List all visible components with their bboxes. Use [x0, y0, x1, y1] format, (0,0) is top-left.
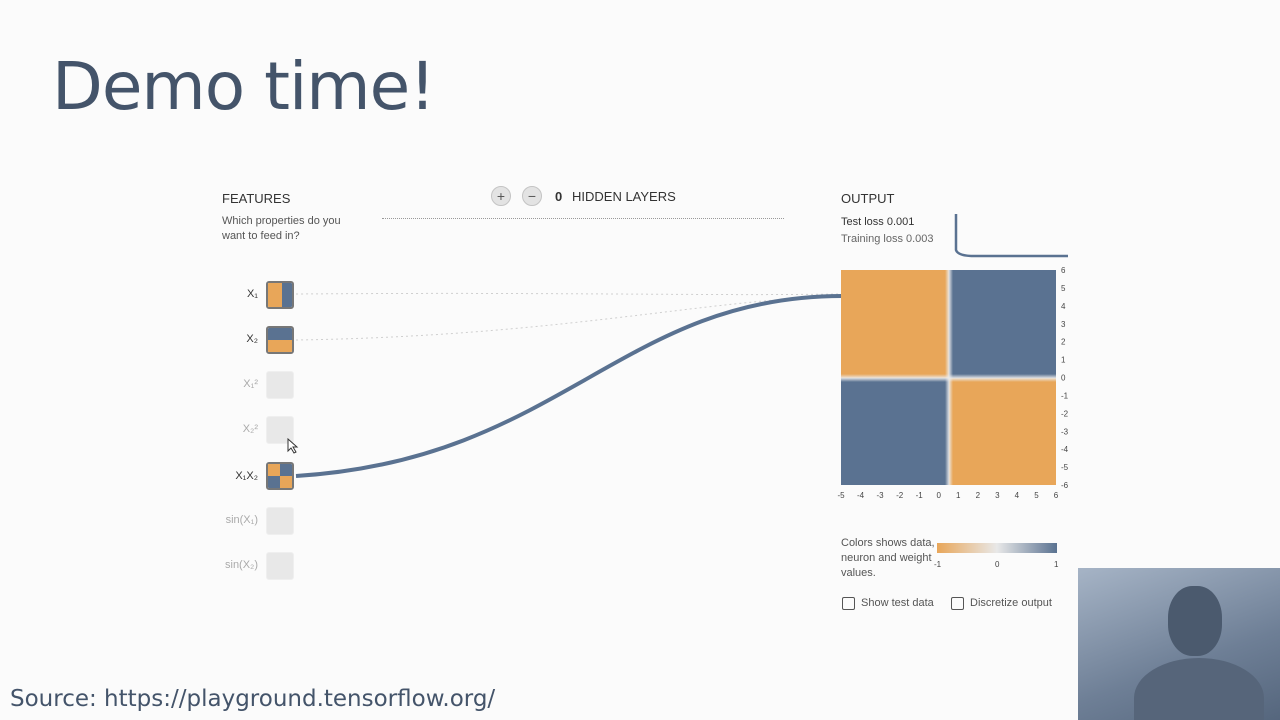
feature-label-sin-x1: sin(X₁) [225, 514, 258, 526]
quadrant-bottom-left [841, 378, 949, 485]
remove-layer-button[interactable]: − [522, 186, 542, 206]
presenter-torso [1134, 658, 1264, 720]
feature-x2-squared[interactable] [266, 416, 294, 444]
boundary-horizontal [841, 374, 1056, 382]
y-tick-label: 1 [1061, 356, 1066, 365]
webcam-video [1078, 568, 1280, 720]
weight-link-x1[interactable] [295, 292, 843, 296]
y-tick-label: -3 [1061, 427, 1069, 436]
y-tick-label: 5 [1061, 284, 1066, 293]
feature-label-x1-squared: X₁² [243, 378, 258, 390]
add-layer-button[interactable]: + [491, 186, 511, 206]
x-tick-label: 0 [937, 491, 942, 500]
test-loss: Test loss 0.001 [841, 216, 915, 228]
quadrant-bottom-right [949, 378, 1056, 485]
y-tick-label: 6 [1061, 266, 1066, 275]
hidden-layer-count: 0 [555, 189, 563, 204]
discretize-output-label[interactable]: Discretize output [970, 597, 1052, 609]
output-title: OUTPUT [841, 191, 895, 206]
weight-link-x1x2[interactable] [295, 294, 843, 478]
y-tick-label: -4 [1061, 445, 1069, 454]
loss-line [954, 214, 1068, 258]
legend-min: -1 [934, 560, 942, 569]
x-tick-label: -2 [896, 491, 904, 500]
quadrant-top-right [949, 270, 1056, 378]
features-description: Which properties do you want to feed in? [222, 215, 341, 242]
layer-divider [382, 218, 784, 219]
feature-x2[interactable] [266, 326, 294, 354]
y-tick-label: -5 [1061, 463, 1069, 472]
x-tick-label: 1 [956, 491, 961, 500]
feature-label-x1: X₁ [246, 288, 258, 300]
hidden-layers-label: HIDDEN LAYERS [572, 189, 676, 204]
y-tick-label: 4 [1061, 302, 1066, 311]
feature-label-x2-squared: X₂² [242, 423, 258, 435]
source-credit: Source: https://playground.tensorflow.or… [10, 686, 496, 712]
feature-sin-x2[interactable] [266, 552, 294, 580]
heatmap-axes: -5 -4 -3 -2 -1 0 1 2 3 4 5 6 6 5 4 3 2 1 0 -1 -2 -3 -4 -5 -6 [837, 266, 1069, 500]
loss-curve [954, 214, 1068, 258]
x-tick-label: 6 [1054, 491, 1059, 500]
y-tick-label: -2 [1061, 409, 1069, 418]
feature-x1x2[interactable] [266, 462, 294, 490]
color-legend-bar [937, 543, 1057, 553]
quadrant-top-left [841, 270, 949, 378]
feature-label-sin-x2: sin(X₂) [225, 559, 258, 571]
show-test-data-checkbox[interactable] [842, 597, 855, 610]
feature-label-x2: X₂ [246, 333, 258, 345]
output-heatmap [841, 270, 1056, 485]
y-tick-label: 3 [1061, 320, 1066, 329]
feature-x1[interactable] [266, 281, 294, 309]
y-tick-label: 0 [1061, 374, 1066, 383]
features-title: FEATURES [222, 191, 291, 206]
discretize-output-checkbox[interactable] [951, 597, 964, 610]
x-tick-label: 3 [995, 491, 1000, 500]
mouse-cursor-icon [287, 438, 299, 454]
presenter-head [1168, 586, 1222, 656]
feature-label-x1x2: X₁X₂ [235, 470, 258, 482]
feature-sin-x1[interactable] [266, 507, 294, 535]
training-loss: Training loss 0.003 [841, 233, 934, 245]
slide-title: Demo time! [52, 48, 436, 125]
x-tick-label: 2 [976, 491, 981, 500]
legend-mid: 0 [995, 560, 1000, 569]
x-tick-label: -1 [916, 491, 924, 500]
y-tick-label: 2 [1061, 338, 1066, 347]
x-tick-label: -3 [877, 491, 885, 500]
color-legend-text: Colors shows data, neuron and weight val… [841, 537, 935, 579]
x-tick-label: 5 [1034, 491, 1039, 500]
y-tick-label: -6 [1061, 481, 1069, 490]
legend-max: 1 [1054, 560, 1059, 569]
y-tick-label: -1 [1061, 391, 1069, 400]
x-tick-label: -5 [837, 491, 845, 500]
x-tick-label: 4 [1015, 491, 1020, 500]
x-tick-label: -4 [857, 491, 865, 500]
show-test-data-label[interactable]: Show test data [861, 597, 934, 609]
feature-x1-squared[interactable] [266, 371, 294, 399]
